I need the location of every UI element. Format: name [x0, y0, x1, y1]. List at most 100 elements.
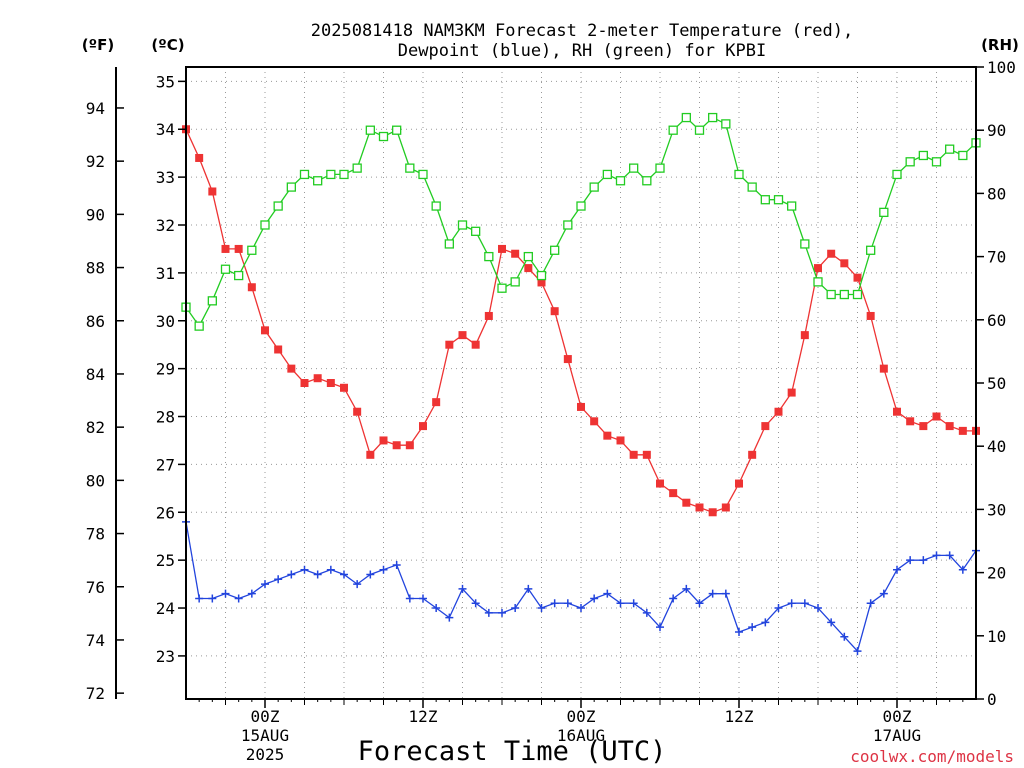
- temperature-point: [379, 436, 388, 445]
- unit-fahrenheit-label: (ºF): [82, 36, 114, 54]
- rh-point: [642, 176, 652, 186]
- rh-point: [431, 201, 441, 211]
- dewpoint-point: [221, 589, 230, 598]
- x-tick-date: 15AUG: [241, 726, 289, 745]
- x-tick-date: 17AUG: [873, 726, 921, 745]
- dewpoint-point: [563, 599, 572, 608]
- dewpoint-point: [287, 570, 296, 579]
- x-axis-title: Forecast Time (UTC): [358, 736, 667, 767]
- rh-point: [352, 163, 362, 173]
- fahrenheit-tick-label: 78: [86, 525, 105, 544]
- rh-point: [392, 125, 402, 135]
- temperature-point: [577, 402, 585, 411]
- fahrenheit-tick-label: 82: [86, 418, 105, 437]
- temperature-point: [800, 331, 809, 340]
- dewpoint-point: [682, 584, 691, 593]
- rh-point: [721, 119, 731, 129]
- rh-tick-label: 100: [987, 58, 1016, 77]
- fahrenheit-tick-label: 80: [86, 471, 105, 490]
- rh-tick-label: 80: [987, 184, 1006, 203]
- temperature-point: [563, 355, 572, 364]
- dewpoint-point: [932, 551, 941, 560]
- rh-tick-label: 40: [987, 437, 1006, 456]
- dewpoint-point: [471, 599, 480, 608]
- dewpoint-point: [906, 556, 915, 565]
- celsius-tick-label: 23: [156, 647, 175, 666]
- dewpoint-point: [721, 589, 730, 598]
- rh-point: [800, 239, 810, 249]
- temperature-point: [879, 364, 888, 373]
- temperature-point: [669, 489, 678, 498]
- dewpoint-point: [432, 604, 441, 613]
- dewpoint-point: [748, 623, 757, 632]
- temperature-point: [432, 398, 441, 407]
- celsius-tick-label: 35: [156, 72, 175, 91]
- temperature-point: [300, 379, 309, 387]
- celsius-tick-label: 27: [156, 455, 175, 474]
- x-tick-date: 16AUG: [557, 726, 605, 745]
- temperature-point: [221, 244, 230, 253]
- dewpoint-point: [616, 599, 625, 608]
- temperature-point: [287, 364, 296, 373]
- temperature-point: [774, 407, 783, 416]
- celsius-tick-label: 32: [156, 216, 175, 235]
- rh-point: [313, 176, 323, 186]
- rh-point: [220, 264, 231, 274]
- rh-tick-label: 90: [987, 121, 1006, 140]
- temperature-point: [247, 283, 256, 292]
- rh-point: [773, 195, 784, 205]
- x-tick-label: 00Z: [883, 707, 912, 726]
- temperature-point: [471, 340, 480, 349]
- dewpoint-point: [840, 632, 849, 641]
- dewpoint-point: [524, 584, 533, 593]
- temperature-point: [484, 311, 493, 320]
- celsius-tick-label: 34: [156, 120, 175, 139]
- temperature-point: [195, 153, 204, 162]
- rh-point: [839, 289, 849, 300]
- temperature-point: [748, 450, 757, 459]
- rh-point: [747, 182, 757, 192]
- temperature-point: [445, 340, 454, 349]
- rh-point: [326, 169, 336, 180]
- temperature-point: [735, 479, 743, 488]
- unit-rh-label: (RH): [981, 36, 1019, 54]
- temperature-point: [642, 450, 651, 459]
- rh-point: [194, 321, 204, 331]
- rh-point: [945, 144, 955, 154]
- temperature-point: [708, 508, 717, 517]
- temperature-point: [326, 379, 335, 387]
- rh-point: [655, 163, 665, 173]
- rh-point: [405, 163, 415, 173]
- dewpoint-point: [274, 575, 283, 584]
- rh-point: [589, 182, 599, 192]
- credit-link[interactable]: coolwx.com/models: [850, 747, 1014, 766]
- fahrenheit-tick-label: 72: [86, 684, 105, 703]
- rh-point: [497, 283, 507, 293]
- rh-point: [826, 289, 836, 300]
- dewpoint-point: [708, 589, 717, 598]
- celsius-tick-label: 26: [156, 503, 175, 522]
- celsius-tick-label: 28: [156, 408, 175, 427]
- temperature-point: [234, 244, 243, 253]
- rh-point: [286, 182, 296, 192]
- celsius-tick-label: 29: [156, 360, 175, 379]
- celsius-tick-label: 24: [156, 599, 175, 618]
- rh-point: [484, 251, 494, 262]
- fahrenheit-tick-label: 88: [86, 259, 105, 278]
- dewpoint-point: [603, 589, 612, 598]
- celsius-tick-label: 33: [156, 168, 175, 187]
- x-tick-year: 2025: [246, 745, 285, 764]
- fahrenheit-tick-label: 84: [86, 365, 105, 384]
- rh-point: [273, 201, 283, 211]
- dewpoint-point: [827, 618, 836, 627]
- dewpoint-point: [419, 594, 427, 603]
- rh-point: [576, 201, 586, 211]
- rh-point: [550, 245, 560, 255]
- dewpoint-point: [326, 565, 335, 574]
- dewpoint-point: [208, 594, 217, 603]
- rh-tick-label: 0: [987, 690, 997, 709]
- dewpoint-point: [577, 604, 585, 613]
- rh-point: [510, 277, 520, 287]
- rh-point: [681, 112, 691, 123]
- rh-tick-label: 20: [987, 564, 1006, 583]
